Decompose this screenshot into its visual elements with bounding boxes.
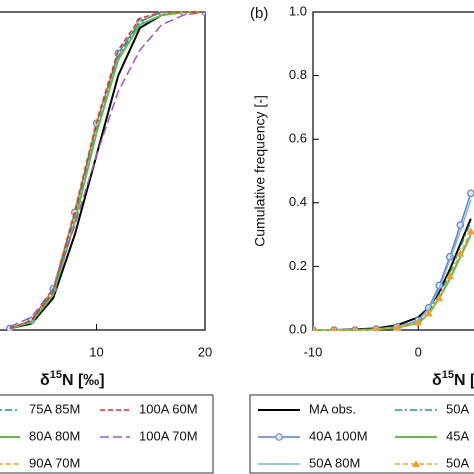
series-line [9,11,205,330]
series-line [9,11,205,330]
legend-label: 75A 85M [29,401,80,416]
series-line [9,11,205,330]
x-tick-label: 10 [89,344,103,359]
legend-label: 80A 80M [29,428,80,443]
series-line [313,231,472,331]
marker [424,309,433,317]
plot-area [313,189,474,331]
y-tick-label: 1.0 [289,3,307,18]
marker [352,326,358,331]
legend-label: 40A 100M [309,428,368,443]
legend-marker [412,460,420,467]
x-axis-label-part: δ [432,372,442,389]
plot-frame [312,11,474,331]
plot-area [5,11,205,331]
series-line [313,218,472,331]
marker [435,294,444,302]
legend-label: MA obs. [309,401,356,416]
x-tick-label: 20 [198,344,212,359]
marker [466,227,474,235]
series-line [313,193,472,331]
series-line [9,11,205,330]
series-line [9,11,205,330]
x-tick-label: -10 [304,344,323,359]
x-axis-label-part: N [ [454,372,474,389]
y-tick-label: 0.8 [289,67,307,82]
legend-label: 100A 70M [139,428,198,443]
y-tick-label: 0.2 [289,258,307,273]
x-tick-label: 0 [415,344,422,359]
legend-box [0,394,214,474]
x-axis-label-part: δ [40,372,50,389]
marker [313,326,316,331]
marker [372,325,380,331]
panel-label: (b) [250,5,268,22]
legend-label: 100A 60M [139,401,198,416]
series-line [9,11,205,328]
legend-label: 50A [446,401,469,416]
marker [331,326,337,331]
marker [393,323,402,331]
x-axis-label: δ15N [‰] [40,369,105,389]
legend-label: 90A 70M [29,455,80,470]
series-line [9,11,205,330]
marker [445,271,454,279]
marker [467,189,474,198]
marker [456,249,465,257]
legend-marker [275,433,283,441]
y-tick-label: 0.6 [289,131,307,146]
x-axis-label-part: 15 [442,369,454,381]
y-tick-label: 0.0 [289,321,307,336]
marker [414,318,423,326]
legend-label: 45A [446,428,469,443]
x-axis-label-part: 15 [50,369,62,381]
legend-label: 50A 80M [309,455,360,470]
y-axis-label: Cumulative frequency [-] [252,95,268,247]
y-tick-label: 0.4 [289,194,307,209]
legend-box [249,394,474,474]
x-axis-label-part: N [‰] [62,372,105,389]
x-axis-label: δ15N [ [432,369,474,389]
legend-label: 50A [446,455,469,470]
plot-frame [0,11,206,331]
